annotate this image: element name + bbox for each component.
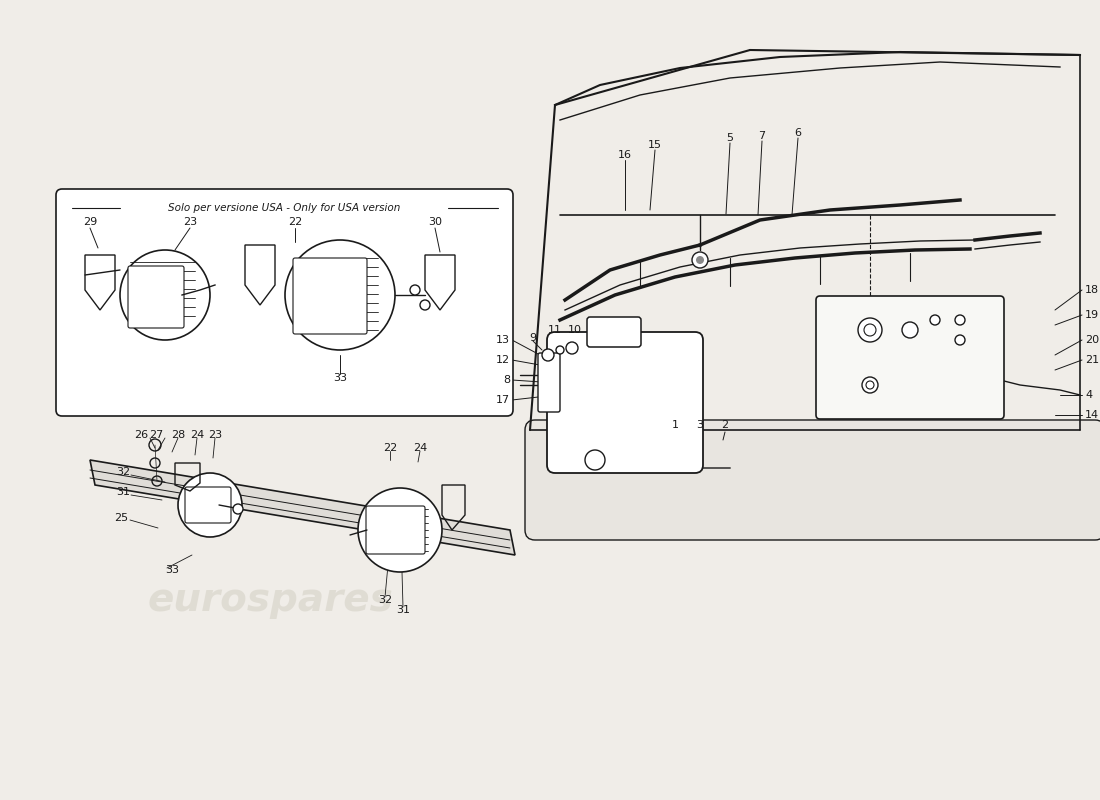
Text: eurospares: eurospares [147,581,393,619]
Text: 5: 5 [726,133,734,143]
Text: 12: 12 [496,355,510,365]
Text: 21: 21 [1085,355,1099,365]
Circle shape [120,250,210,340]
Circle shape [233,504,243,514]
Circle shape [862,377,878,393]
FancyBboxPatch shape [547,332,703,473]
Polygon shape [90,460,515,555]
Circle shape [285,240,395,350]
Text: 23: 23 [208,430,222,440]
Text: 32: 32 [378,595,392,605]
Text: 24: 24 [190,430,205,440]
Text: 23: 23 [183,217,197,227]
Circle shape [556,346,564,354]
Text: 31: 31 [116,487,130,497]
FancyBboxPatch shape [185,487,231,523]
Text: 7: 7 [758,131,766,141]
Text: 15: 15 [648,140,662,150]
Text: 27: 27 [148,430,163,440]
Text: 20: 20 [1085,335,1099,345]
Circle shape [866,381,874,389]
Circle shape [955,335,965,345]
Circle shape [358,488,442,572]
FancyBboxPatch shape [293,258,367,334]
Circle shape [178,473,242,537]
Text: 3: 3 [696,420,704,430]
Text: 25: 25 [114,513,128,523]
Text: 16: 16 [618,150,632,160]
Text: eurospares: eurospares [147,211,393,249]
Text: 14: 14 [1085,410,1099,420]
Text: 29: 29 [82,217,97,227]
Circle shape [420,300,430,310]
Text: 28: 28 [170,430,185,440]
FancyBboxPatch shape [366,506,425,554]
Circle shape [692,252,708,268]
Circle shape [542,349,554,361]
Text: 8: 8 [503,375,510,385]
Text: 11: 11 [548,325,562,335]
Text: 19: 19 [1085,310,1099,320]
Text: 13: 13 [496,335,510,345]
Circle shape [410,285,420,295]
Text: 33: 33 [333,373,346,383]
Text: 26: 26 [134,430,148,440]
Text: Solo per versione USA - Only for USA version: Solo per versione USA - Only for USA ver… [168,203,400,213]
Circle shape [696,256,704,264]
Circle shape [566,342,578,354]
Text: 6: 6 [794,128,802,138]
Text: 9: 9 [529,333,537,343]
FancyBboxPatch shape [56,189,513,416]
Circle shape [955,315,965,325]
Text: 18: 18 [1085,285,1099,295]
Text: 32: 32 [116,467,130,477]
Text: 17: 17 [496,395,510,405]
Circle shape [930,315,940,325]
FancyBboxPatch shape [128,266,184,328]
FancyBboxPatch shape [816,296,1004,419]
Circle shape [585,450,605,470]
Circle shape [902,322,918,338]
Text: 30: 30 [428,217,442,227]
Text: 10: 10 [568,325,582,335]
Text: 22: 22 [383,443,397,453]
Circle shape [858,318,882,342]
FancyBboxPatch shape [587,317,641,347]
Text: 24: 24 [412,443,427,453]
Text: eurospares: eurospares [597,481,843,519]
Text: 31: 31 [396,605,410,615]
Text: 2: 2 [722,420,728,430]
Text: 22: 22 [288,217,302,227]
FancyBboxPatch shape [525,420,1100,540]
Text: 33: 33 [165,565,179,575]
Text: 1: 1 [671,420,679,430]
Text: 4: 4 [1085,390,1092,400]
FancyBboxPatch shape [538,353,560,412]
